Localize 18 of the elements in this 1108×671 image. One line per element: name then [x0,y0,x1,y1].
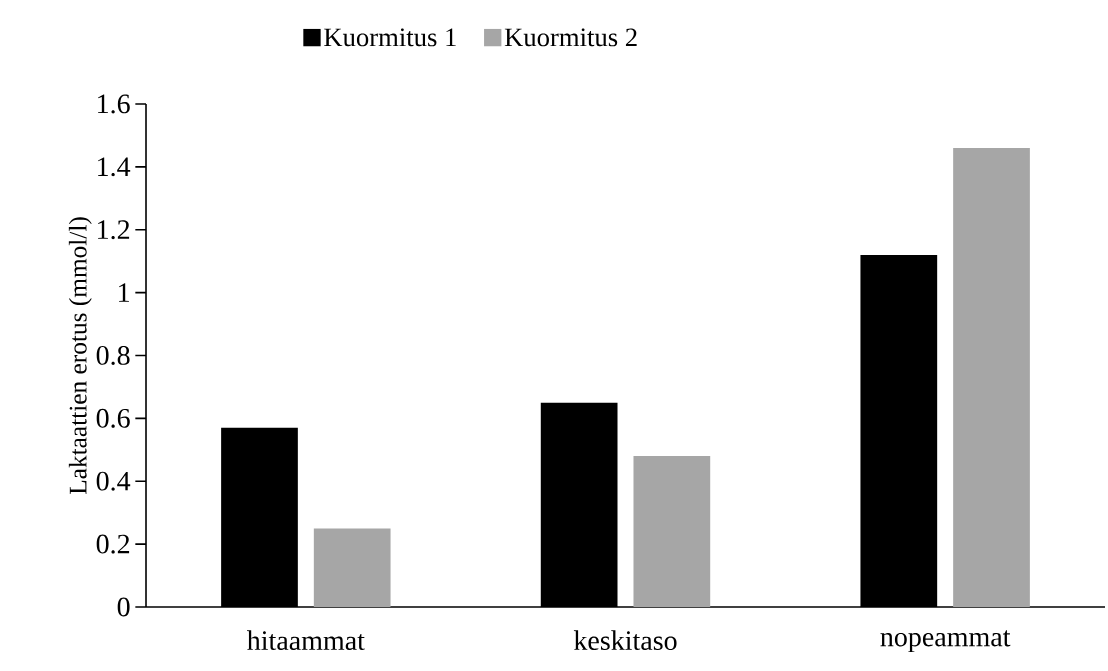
y-tick-label: 0.8 [96,345,130,365]
legend-label: Kuormitus 1 [324,28,456,47]
y-tick-label: 1.4 [98,157,131,177]
x-tick-label: hitaammat [247,630,365,651]
y-tick-label: 0 [117,597,130,617]
y-axis-title: Laktaattien erotus (mmol/l) [68,217,92,495]
bar [313,528,391,607]
y-tick-label: 0.6 [96,408,130,428]
y-tick-label: 0.4 [96,471,131,491]
y-tick-label: 0.2 [96,534,130,554]
y-tick-label: 1.6 [98,94,130,114]
y-tick-label: 1 [119,283,129,302]
y-tick-label: 1.2 [98,220,130,240]
bar [953,148,1030,607]
legend-label: Kuormitus 2 [504,28,637,47]
bar [633,456,711,607]
x-tick-label: nopeammat [880,630,1011,653]
x-tick-label: keskitaso [573,630,677,651]
